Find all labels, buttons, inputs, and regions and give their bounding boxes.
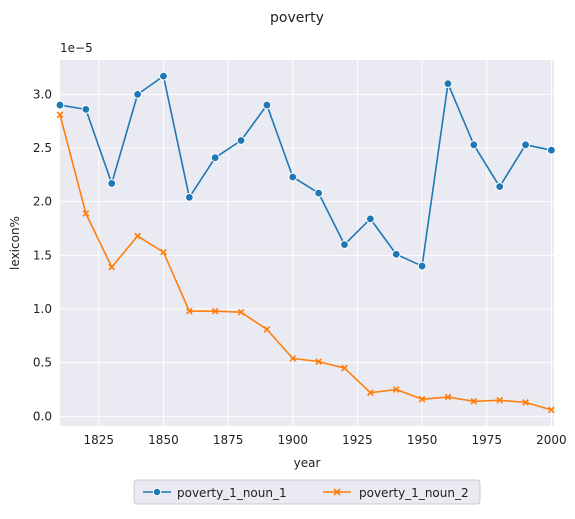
y-axis-label: lexicon% [8,216,22,270]
y-tick-label: 1.0 [33,302,52,316]
data-point [289,354,297,362]
plot-area [60,60,554,426]
x-tick-label: 2000 [536,433,567,447]
x-gridlines [98,60,552,426]
y-tick-label: 2.0 [33,195,52,209]
data-point [159,71,168,81]
data-point [548,406,555,414]
data-point [184,192,194,202]
y-tick-label: 2.5 [33,141,52,155]
legend-label-series-2: poverty_1_noun_2 [359,486,469,500]
data-point [418,395,426,403]
y-tick-label: 0.5 [33,356,52,370]
x-tick-label: 1950 [407,433,438,447]
legend-marker-series-1 [152,487,162,497]
y-gridlines [60,93,554,417]
data-point [210,153,220,163]
data-point [262,100,272,110]
y-tick-label: 3.0 [33,87,52,101]
x-tick-label: 1925 [342,433,373,447]
data-point [82,210,90,217]
data-point [185,307,193,315]
data-point [133,89,142,99]
legend-box [133,479,481,505]
series-2-line [59,114,552,411]
y-tick-label: 1.5 [33,248,52,262]
data-point [341,364,348,372]
x-tick-label: 1825 [84,433,115,447]
data-point [237,308,245,316]
data-point [469,140,479,150]
data-point [365,214,375,224]
data-point [81,104,91,114]
series-layer [55,71,556,414]
data-point [522,398,529,406]
data-point [391,249,401,259]
data-point [470,397,478,405]
x-tick-label: 1875 [213,433,244,447]
data-point [496,396,504,404]
series-1-line [59,75,552,267]
data-point [160,248,167,256]
x-tick-label: 1975 [471,433,502,447]
data-point [288,172,298,182]
data-point [340,240,349,250]
data-point [236,136,246,145]
y-tick-label: 0.0 [33,409,52,423]
y-offset-label: 1e−5 [60,41,93,55]
data-point [107,179,117,188]
y-tick-labels: 0.0 0.5 1.0 1.5 2.0 2.5 3.0 [33,87,52,423]
data-point [55,100,65,110]
data-point [443,79,453,89]
data-point [314,188,324,198]
data-point [417,261,427,271]
data-point [521,140,530,150]
data-point [495,182,505,192]
data-point [211,307,219,315]
legend: poverty_1_noun_1 poverty_1_noun_2 [133,479,481,505]
data-point [134,232,141,240]
x-axis-label: year [294,456,321,470]
data-point [366,389,374,397]
data-point [56,111,64,119]
series-1 [55,71,556,271]
x-tick-labels: 1825 1850 1875 1900 1925 1950 1975 2000 [84,433,567,447]
x-tick-label: 1900 [278,433,309,447]
data-point [547,145,556,155]
data-point [108,263,116,271]
chart-title: poverty [270,10,324,26]
data-point [263,326,271,333]
series-2 [56,111,555,414]
data-point [315,358,323,366]
legend-label-series-1: poverty_1_noun_1 [177,486,287,500]
data-point [392,386,400,393]
x-tick-label: 1850 [148,433,179,447]
legend-marker-series-2 [333,488,341,496]
data-point [444,393,452,401]
